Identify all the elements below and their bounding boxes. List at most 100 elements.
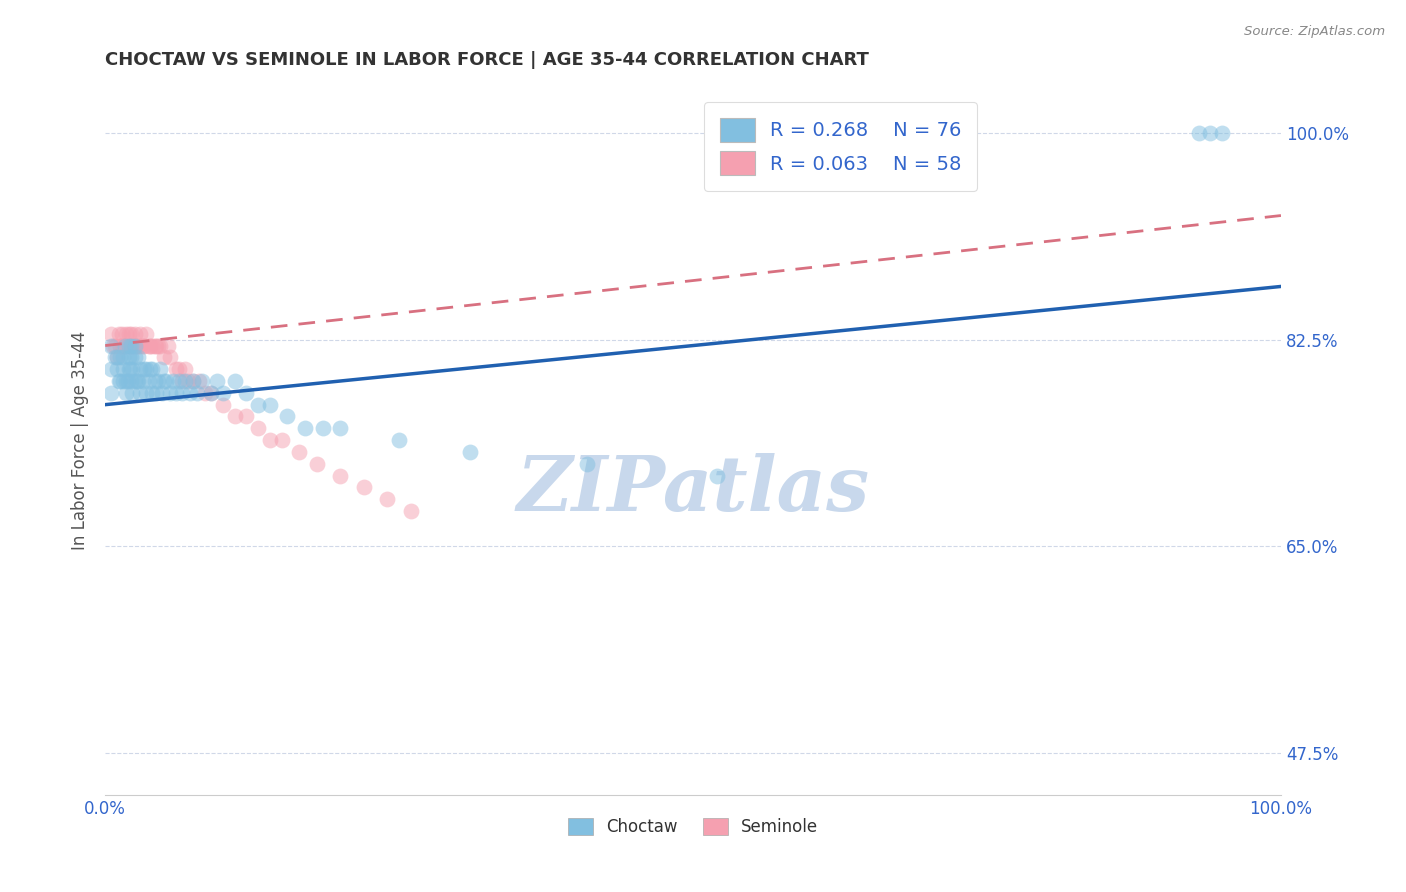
Point: [105, 362, 128, 376]
Point: [118, 326, 141, 341]
Point: [124, 374, 146, 388]
Point: [183, 374, 205, 388]
Point: [200, 385, 222, 400]
Point: [120, 326, 142, 341]
Point: [247, 398, 270, 412]
Point: [110, 338, 132, 352]
Point: [174, 362, 197, 376]
Point: [135, 385, 157, 400]
Point: [353, 480, 375, 494]
Point: [129, 362, 152, 376]
Point: [120, 338, 142, 352]
Point: [110, 351, 132, 365]
Point: [139, 338, 162, 352]
Point: [115, 374, 138, 388]
Point: [146, 374, 169, 388]
Point: [118, 362, 141, 376]
Point: [104, 338, 127, 352]
Point: [118, 362, 141, 376]
Point: [110, 338, 132, 352]
Point: [129, 326, 152, 341]
Point: [145, 385, 167, 400]
Text: ZIPatlas: ZIPatlas: [516, 453, 870, 527]
Point: [111, 338, 134, 352]
Point: [174, 374, 197, 388]
Point: [259, 398, 281, 412]
Point: [132, 374, 155, 388]
Point: [200, 385, 222, 400]
Point: [205, 374, 228, 388]
Point: [118, 338, 141, 352]
Point: [329, 468, 352, 483]
Point: [111, 326, 134, 341]
Text: CHOCTAW VS SEMINOLE IN LABOR FORCE | AGE 35-44 CORRELATION CHART: CHOCTAW VS SEMINOLE IN LABOR FORCE | AGE…: [105, 51, 869, 69]
Point: [111, 374, 134, 388]
Point: [170, 374, 193, 388]
Point: [138, 374, 160, 388]
Point: [186, 385, 208, 400]
Point: [132, 362, 155, 376]
Point: [115, 385, 138, 400]
Point: [110, 374, 132, 388]
Point: [127, 374, 149, 388]
Point: [176, 374, 198, 388]
Point: [305, 457, 328, 471]
Point: [111, 362, 134, 376]
Point: [329, 421, 352, 435]
Point: [224, 409, 246, 424]
Point: [105, 351, 128, 365]
Point: [100, 338, 122, 352]
Point: [114, 338, 136, 352]
Point: [159, 385, 181, 400]
Point: [153, 351, 176, 365]
Point: [121, 338, 143, 352]
Point: [377, 492, 399, 507]
Point: [188, 374, 211, 388]
Point: [141, 362, 163, 376]
Point: [100, 326, 122, 341]
Point: [124, 326, 146, 341]
Point: [103, 338, 125, 352]
Point: [114, 338, 136, 352]
Point: [576, 457, 599, 471]
Point: [1188, 126, 1211, 140]
Legend: Choctaw, Seminole: Choctaw, Seminole: [561, 812, 825, 843]
Point: [100, 362, 122, 376]
Point: [127, 338, 149, 352]
Point: [276, 409, 298, 424]
Point: [235, 385, 257, 400]
Point: [159, 351, 181, 365]
Point: [135, 362, 157, 376]
Point: [105, 351, 128, 365]
Point: [179, 385, 201, 400]
Point: [224, 374, 246, 388]
Point: [294, 421, 316, 435]
Point: [1211, 126, 1233, 140]
Point: [108, 374, 131, 388]
Point: [143, 338, 166, 352]
Point: [120, 374, 142, 388]
Point: [146, 338, 169, 352]
Point: [190, 374, 212, 388]
Point: [211, 398, 233, 412]
Text: Source: ZipAtlas.com: Source: ZipAtlas.com: [1244, 25, 1385, 38]
Point: [125, 338, 148, 352]
Point: [153, 374, 176, 388]
Point: [235, 409, 257, 424]
Point: [169, 374, 191, 388]
Point: [169, 362, 191, 376]
Point: [194, 385, 217, 400]
Point: [115, 338, 138, 352]
Point: [141, 338, 163, 352]
Point: [124, 351, 146, 365]
Point: [100, 385, 122, 400]
Point: [165, 362, 187, 376]
Point: [138, 338, 160, 352]
Point: [118, 351, 141, 365]
Point: [129, 385, 152, 400]
Point: [111, 351, 134, 365]
Point: [129, 338, 152, 352]
Point: [388, 433, 411, 447]
Point: [706, 468, 728, 483]
Point: [399, 504, 422, 518]
